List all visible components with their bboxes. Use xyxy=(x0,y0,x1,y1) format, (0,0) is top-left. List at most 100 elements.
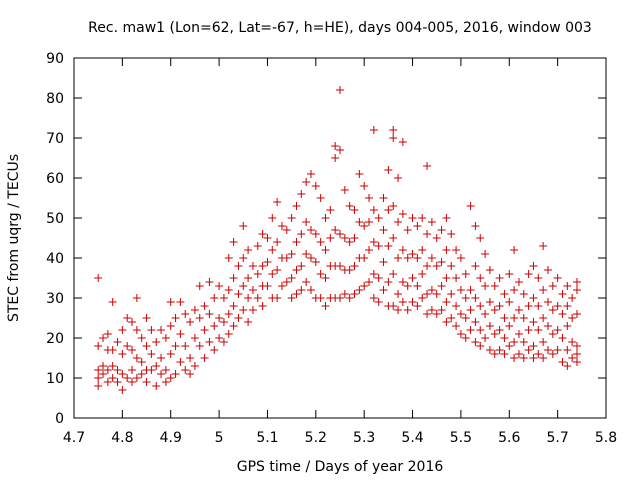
data-point-marker xyxy=(442,246,451,254)
data-point-marker xyxy=(215,282,224,290)
data-point-marker xyxy=(355,218,364,226)
data-point-marker xyxy=(157,326,166,334)
data-point-marker xyxy=(394,254,403,262)
data-point-marker xyxy=(258,302,267,310)
data-point-marker xyxy=(190,334,199,342)
data-point-marker xyxy=(94,342,103,350)
x-tick-label: 5.8 xyxy=(595,430,617,446)
data-point-marker xyxy=(398,298,407,306)
data-point-marker xyxy=(456,310,465,318)
data-point-marker xyxy=(113,378,122,386)
data-point-marker xyxy=(248,306,257,314)
data-point-marker xyxy=(442,298,451,306)
data-point-marker xyxy=(137,358,146,366)
data-point-marker xyxy=(360,254,369,262)
data-point-marker xyxy=(292,290,301,298)
data-point-marker xyxy=(292,238,301,246)
data-point-marker xyxy=(432,290,441,298)
data-point-marker xyxy=(471,262,480,270)
data-point-marker xyxy=(418,214,427,222)
data-point-marker xyxy=(186,370,195,378)
data-point-marker xyxy=(147,326,156,334)
data-point-marker xyxy=(476,326,485,334)
data-point-marker xyxy=(447,314,456,322)
data-point-marker xyxy=(408,274,417,282)
data-point-marker xyxy=(365,194,374,202)
data-point-marker xyxy=(263,258,272,266)
data-point-marker xyxy=(166,374,175,382)
data-point-marker xyxy=(558,310,567,318)
data-point-marker xyxy=(447,290,456,298)
data-point-marker xyxy=(210,294,219,302)
data-point-marker xyxy=(490,330,499,338)
data-point-marker xyxy=(350,262,359,270)
data-point-marker xyxy=(132,374,141,382)
data-point-marker xyxy=(103,330,112,338)
data-point-marker xyxy=(282,254,291,262)
data-point-marker xyxy=(306,170,315,178)
data-point-marker xyxy=(128,346,137,354)
data-point-marker xyxy=(437,306,446,314)
data-point-marker xyxy=(161,378,170,386)
data-point-marker xyxy=(316,270,325,278)
data-point-marker xyxy=(481,310,490,318)
data-point-marker xyxy=(306,254,315,262)
data-point-marker xyxy=(389,202,398,210)
data-point-marker xyxy=(336,262,344,270)
data-point-marker xyxy=(476,342,485,350)
data-point-marker xyxy=(316,194,325,202)
data-point-marker xyxy=(548,282,557,290)
data-point-marker xyxy=(519,314,528,322)
data-point-marker xyxy=(253,270,262,278)
data-point-marker xyxy=(355,286,364,294)
x-tick-label: 4.9 xyxy=(160,430,182,446)
data-point-marker xyxy=(374,242,383,250)
data-point-marker xyxy=(142,314,151,322)
data-point-marker xyxy=(244,274,253,282)
data-point-marker xyxy=(340,186,349,194)
x-tick-label: 4.8 xyxy=(111,430,133,446)
data-point-marker xyxy=(495,274,504,282)
data-point-marker xyxy=(132,326,141,334)
data-point-marker xyxy=(432,262,441,270)
data-point-marker xyxy=(423,310,432,318)
data-point-marker xyxy=(543,346,552,354)
data-point-marker xyxy=(239,282,248,290)
data-point-marker xyxy=(403,226,412,234)
data-point-marker xyxy=(277,282,286,290)
data-point-marker xyxy=(210,346,219,354)
data-point-marker xyxy=(384,206,393,214)
data-point-marker xyxy=(166,298,175,306)
data-point-marker xyxy=(524,270,533,278)
data-point-marker xyxy=(563,302,572,310)
data-point-marker xyxy=(389,234,398,242)
x-tick-label: 5.1 xyxy=(256,430,278,446)
y-tick-label: 20 xyxy=(46,331,64,347)
data-point-marker xyxy=(413,302,422,310)
data-point-marker xyxy=(461,294,470,302)
data-point-marker xyxy=(481,250,490,258)
data-point-marker xyxy=(181,366,190,374)
data-point-marker xyxy=(461,334,470,342)
data-point-marker xyxy=(205,278,214,286)
data-point-marker xyxy=(128,318,137,326)
data-point-marker xyxy=(152,362,161,370)
data-point-marker xyxy=(345,294,354,302)
data-point-marker xyxy=(514,330,523,338)
data-point-marker xyxy=(99,334,108,342)
data-point-marker xyxy=(268,246,277,254)
data-point-marker xyxy=(336,294,344,302)
data-point-marker xyxy=(190,362,199,370)
data-point-marker xyxy=(205,310,214,318)
data-point-marker xyxy=(331,142,340,150)
data-point-marker xyxy=(369,126,378,134)
data-point-marker xyxy=(437,282,446,290)
data-point-marker xyxy=(423,290,432,298)
data-point-marker xyxy=(524,326,533,334)
data-point-marker xyxy=(495,326,504,334)
data-point-marker xyxy=(466,202,475,210)
data-point-marker xyxy=(476,302,485,310)
data-point-marker xyxy=(118,326,127,334)
data-point-marker xyxy=(369,294,378,302)
data-point-marker xyxy=(394,174,403,182)
